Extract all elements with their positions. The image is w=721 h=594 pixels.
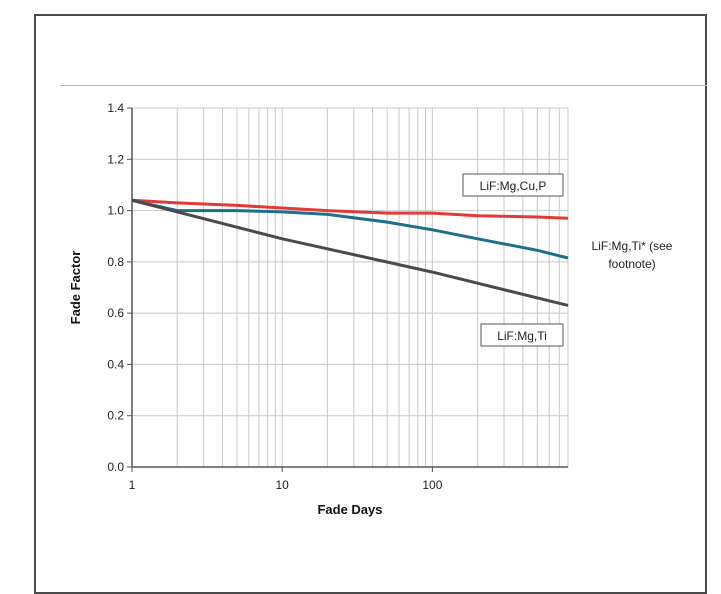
plot-area <box>132 108 568 467</box>
axes <box>127 107 568 472</box>
y-tick-label: 1.0 <box>107 204 124 218</box>
y-tick-label: 0.0 <box>107 460 124 474</box>
series-lines <box>131 198 569 307</box>
grid-lines <box>132 107 569 467</box>
y-tick-label: 1.4 <box>107 101 124 115</box>
annotation-mgti-box <box>480 323 564 347</box>
annotation-cup: LiF:Mg,Cu,P <box>462 173 564 197</box>
annotation-mgti-star: LiF:Mg,Ti* (see footnote) <box>592 239 673 271</box>
annotation-cup-label: LiF:Mg,Cu,P <box>480 179 547 193</box>
annotation-cup-box <box>462 173 564 197</box>
x-tick-label: 10 <box>276 478 290 492</box>
annotation-mgti-star-line1: LiF:Mg,Ti* (see <box>592 239 673 253</box>
x-axis-title: Fade Days <box>317 502 382 517</box>
tick-labels: 0.0 0.2 0.4 0.6 0.8 1.0 1.2 1.4 1 10 100 <box>107 101 442 492</box>
x-tick-label: 100 <box>422 478 442 492</box>
annotation-mgti-star-line2: footnote) <box>608 257 655 271</box>
x-tick-label: 1 <box>129 478 136 492</box>
fade-factor-chart: 0.0 0.2 0.4 0.6 0.8 1.0 1.2 1.4 1 10 100 Fade Days… <box>68 101 673 517</box>
y-axis-title: Fade Factor <box>68 251 83 325</box>
y-tick-label: 0.6 <box>107 306 124 320</box>
y-tick-label: 0.8 <box>107 255 124 269</box>
annotation-mgti-label: LiF:Mg,Ti <box>497 329 547 343</box>
y-tick-label: 1.2 <box>107 152 124 166</box>
series-line-cup <box>131 198 569 220</box>
series-line-mgti <box>131 198 569 307</box>
y-tick-label: 0.4 <box>107 357 124 371</box>
header-divider <box>60 85 707 86</box>
y-tick-label: 0.2 <box>107 409 124 423</box>
annotation-mgti: LiF:Mg,Ti <box>480 323 564 347</box>
series-line-mgti-star <box>131 198 569 260</box>
